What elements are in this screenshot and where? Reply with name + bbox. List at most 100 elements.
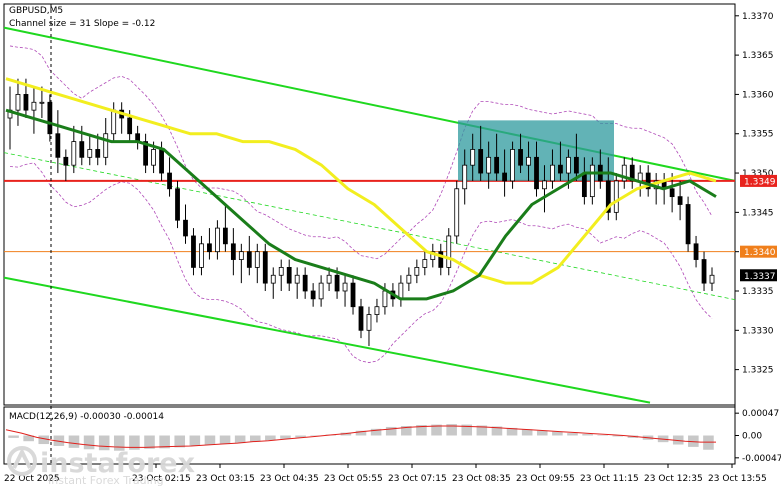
symbol-header: GBPUSD,M5 <box>9 6 63 16</box>
candle-body <box>230 243 236 260</box>
candle-body <box>199 243 204 268</box>
macd-histogram-bar <box>204 435 216 445</box>
candle-body <box>326 274 332 284</box>
price-badges: 1.3349 1.3340 1.3337 <box>740 174 777 282</box>
macd-histogram-bar <box>416 425 427 436</box>
macd-histogram-bar <box>491 426 503 436</box>
macd-histogram-bar <box>688 435 699 447</box>
candle-body <box>302 274 308 292</box>
candle-body <box>414 267 420 276</box>
candle-body <box>350 282 356 308</box>
time-label: 23 Oct 03:15 <box>196 474 255 484</box>
candle-body <box>526 156 531 166</box>
time-label: 23 Oct 05:55 <box>324 474 383 484</box>
price-tick-label: 1.3360 <box>742 90 774 100</box>
macd-histogram-bar <box>8 435 19 438</box>
macd-histogram-bar <box>114 435 125 451</box>
price-envelope-bands <box>9 45 713 363</box>
candle-body <box>446 235 452 268</box>
candle-body <box>334 274 340 292</box>
macd-histogram-bar <box>234 435 246 444</box>
candle-body <box>589 164 595 198</box>
candle-body <box>215 227 220 253</box>
candle-body <box>151 149 156 166</box>
price-tick-label: 1.3355 <box>742 130 774 140</box>
macd-histogram-bar <box>567 433 578 436</box>
candle-body <box>183 219 188 237</box>
moving-averages <box>5 77 717 301</box>
macd-histogram-bar <box>612 435 624 437</box>
candle-body <box>669 188 675 198</box>
candle-body <box>558 164 563 174</box>
candle-body <box>143 141 149 166</box>
macd-histogram-bar <box>355 430 367 436</box>
candle-body <box>254 251 260 268</box>
candle-body <box>542 180 547 190</box>
candle-body <box>175 188 180 221</box>
candle-body <box>566 156 571 174</box>
price-badge-label-1: 1.3340 <box>744 248 776 258</box>
candle-body <box>15 94 21 111</box>
candle-body <box>246 251 252 268</box>
candle-body <box>366 314 372 331</box>
candle-body <box>222 227 228 245</box>
candle-body <box>310 290 316 300</box>
price-panel <box>3 3 736 406</box>
macd-histogram-bar <box>370 428 382 436</box>
time-label: 23 Oct 04:35 <box>260 474 319 484</box>
macd-histogram-bar <box>53 435 65 446</box>
candle-body <box>494 156 500 174</box>
time-label-first: 22 Oct 2025 <box>4 474 60 484</box>
macd-histogram-bar <box>461 424 473 436</box>
price-badge-label-0: 1.3349 <box>744 177 776 187</box>
candle-body <box>374 306 380 315</box>
candle-body <box>39 101 45 104</box>
time-label: 23 Oct 08:35 <box>452 474 511 484</box>
time-label: 23 Oct 12:35 <box>644 474 703 484</box>
candle-body <box>573 156 579 174</box>
macd-series <box>5 424 716 451</box>
macd-tick-label: -0.00047 <box>742 454 781 464</box>
price-badge-2 <box>740 269 777 282</box>
upper-band-line <box>9 45 713 260</box>
candle-body <box>358 306 364 331</box>
candle-body <box>63 156 69 166</box>
macd-histogram-bar <box>23 435 34 442</box>
macd-tick-label: 0.00 <box>742 432 762 442</box>
candle-body <box>23 94 29 111</box>
candle-body <box>534 156 539 190</box>
macd-histogram-bar <box>83 435 95 450</box>
price-tick-label: 1.3370 <box>742 12 774 22</box>
candle-body <box>621 164 627 182</box>
candle-body <box>486 156 492 174</box>
price-tick-label: 1.3345 <box>742 208 774 218</box>
macd-histogram-bar <box>521 429 533 436</box>
candle-body <box>79 141 85 158</box>
macd-histogram-bar <box>340 432 352 436</box>
candle-body <box>406 274 412 284</box>
candle-body <box>382 290 388 308</box>
candle-body <box>470 149 476 166</box>
candle-body <box>709 274 715 284</box>
macd-histogram-bar <box>552 431 563 436</box>
candle-body <box>422 259 428 268</box>
price-tick-label: 1.3325 <box>742 366 774 376</box>
candle-body <box>111 109 117 135</box>
candle-body <box>438 251 444 268</box>
macd-histogram-bar <box>431 424 442 436</box>
candle-body <box>550 164 555 182</box>
time-label: 23 Oct 07:15 <box>388 474 447 484</box>
candle-body <box>693 243 699 260</box>
candle-body <box>127 117 133 135</box>
candle-body <box>502 172 507 182</box>
candle-body <box>677 196 683 205</box>
time-label: 23 Oct 09:55 <box>516 474 575 484</box>
time-label: 23 Oct 13:55 <box>708 474 767 484</box>
candle-body <box>581 172 587 198</box>
price-ticks: 1.33701.33651.33601.33551.33501.33451.33… <box>735 12 774 376</box>
macd-histogram-bar <box>174 435 186 448</box>
time-axis: 22 Oct 2025 23 Oct 02:15 23 Oct 03:15 23 Oc… <box>4 464 767 484</box>
candle-body <box>159 149 164 174</box>
price-badge-1 <box>740 245 777 258</box>
macd-histogram-bar <box>476 425 488 436</box>
